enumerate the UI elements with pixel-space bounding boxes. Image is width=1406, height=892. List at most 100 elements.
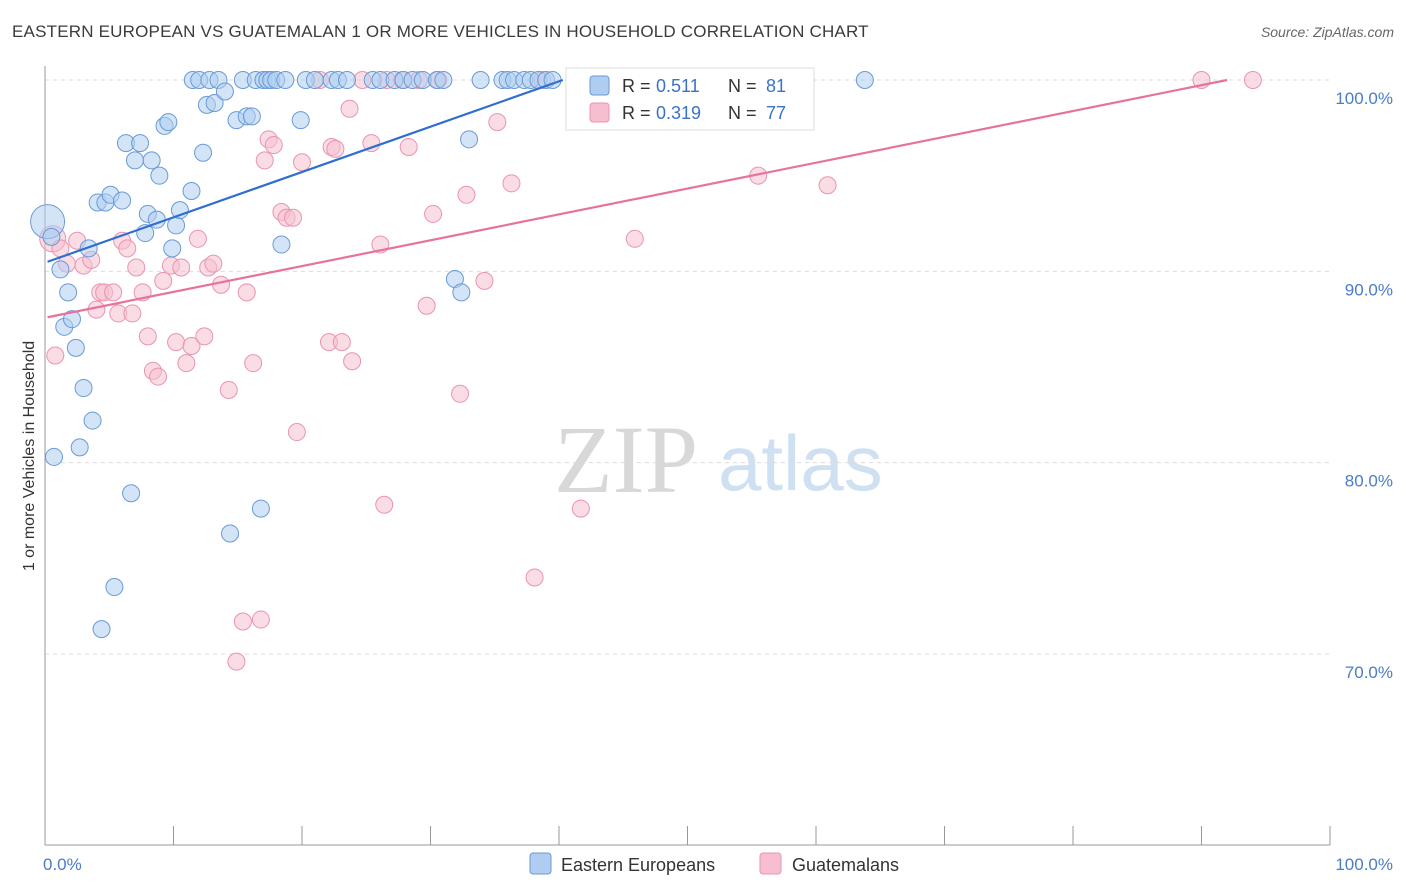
eastern-europeans-point bbox=[205, 93, 224, 112]
legend-r-value-pink: 0.319 bbox=[656, 103, 701, 123]
guatemalans-point bbox=[399, 137, 418, 156]
eastern-europeans-point bbox=[113, 191, 132, 210]
watermark: ZIP atlas bbox=[554, 406, 883, 513]
guatemalans-point bbox=[362, 134, 381, 153]
eastern-europeans-point bbox=[305, 71, 324, 89]
eastern-europeans-point bbox=[221, 524, 240, 543]
guatemalans-point bbox=[127, 258, 146, 277]
eastern-europeans-point bbox=[272, 235, 291, 254]
x-tick-label-min: 0.0% bbox=[43, 855, 82, 874]
eastern-europeans-point bbox=[105, 578, 124, 597]
eastern-europeans-point bbox=[62, 310, 81, 329]
eastern-europeans-point bbox=[51, 260, 70, 279]
guatemalans-point bbox=[177, 354, 196, 373]
eastern-europeans-point bbox=[242, 107, 261, 126]
eastern-europeans-point bbox=[337, 71, 356, 89]
guatemalans-point bbox=[287, 423, 306, 442]
eastern-europeans-point bbox=[291, 111, 310, 130]
eastern-europeans-point bbox=[434, 71, 453, 89]
legend-n-label-pink: N = bbox=[728, 103, 762, 123]
guatemalans-point bbox=[182, 336, 201, 355]
guatemalans-point bbox=[502, 174, 521, 193]
guatemalans-point bbox=[343, 352, 362, 371]
guatemalans-point bbox=[167, 333, 186, 352]
legend-swatch-blue bbox=[589, 75, 610, 96]
guatemalans-point bbox=[104, 283, 123, 302]
y-tick-labels: 70.0% 80.0% 90.0% 100.0% bbox=[1335, 89, 1393, 682]
series-swatch-guatemalans bbox=[759, 852, 782, 875]
eastern-europeans-point bbox=[276, 71, 295, 89]
guatemalans-point bbox=[195, 327, 214, 346]
guatemalans-point bbox=[188, 229, 207, 248]
eastern-europeans-point bbox=[159, 113, 178, 132]
eastern-europeans-point bbox=[59, 283, 78, 302]
guatemalans-point bbox=[571, 499, 590, 518]
y-axis-label: 1 or more Vehicles in Household bbox=[21, 341, 38, 571]
eastern-europeans-point bbox=[131, 134, 150, 153]
eastern-europeans-trend-line bbox=[47, 78, 564, 263]
eastern-europeans-point bbox=[142, 151, 161, 170]
guatemalans-point bbox=[293, 153, 311, 172]
guatemalans-point bbox=[375, 495, 394, 514]
eastern-europeans-point bbox=[83, 411, 102, 430]
guatemalans-point bbox=[237, 283, 256, 302]
legend-n-value-pink: 77 bbox=[766, 103, 786, 123]
eastern-europeans-point bbox=[42, 227, 61, 246]
guatemalans-trend-line bbox=[47, 78, 1228, 319]
guatemalans-point bbox=[340, 99, 359, 118]
eastern-europeans-point bbox=[66, 338, 85, 357]
x-tick-labels: 0.0% 100.0% bbox=[43, 855, 1393, 874]
series-label-eastern-europeans: Eastern Europeans bbox=[561, 855, 715, 875]
guatemalans-point bbox=[525, 568, 544, 587]
guatemalans-points bbox=[39, 71, 1262, 671]
axes bbox=[44, 66, 1331, 846]
guatemalans-point bbox=[212, 275, 231, 294]
legend-n-label-blue: N = bbox=[728, 76, 762, 96]
y-tick-label: 90.0% bbox=[1345, 280, 1393, 299]
guatemalans-point bbox=[326, 139, 345, 158]
eastern-europeans-point bbox=[251, 499, 270, 518]
guatemalans-point bbox=[123, 304, 142, 323]
eastern-europeans-points bbox=[30, 71, 874, 639]
guatemalans-point bbox=[138, 327, 157, 346]
guatemalans-point bbox=[424, 204, 443, 223]
source-credit: Source: ZipAtlas.com bbox=[1260, 24, 1394, 40]
guatemalans-point bbox=[488, 113, 507, 132]
stats-legend: R = 0.511 N = 81 R = 0.319 N = 77 bbox=[565, 67, 815, 131]
eastern-europeans-point bbox=[70, 438, 89, 457]
eastern-europeans-point bbox=[122, 484, 141, 503]
eastern-europeans-point bbox=[194, 143, 213, 162]
guatemalans-point bbox=[625, 229, 644, 248]
legend-swatch-pink bbox=[589, 102, 610, 123]
guatemalans-point bbox=[149, 367, 168, 386]
guatemalans-point bbox=[219, 380, 238, 399]
y-tick-label: 80.0% bbox=[1345, 472, 1393, 491]
eastern-europeans-point bbox=[855, 71, 874, 89]
guatemalans-point bbox=[46, 346, 65, 365]
guatemalans-point bbox=[264, 136, 283, 155]
guatemalans-point bbox=[154, 271, 173, 290]
x-tick-label-max: 100.0% bbox=[1335, 855, 1393, 874]
guatemalans-point bbox=[244, 354, 263, 373]
legend-r-label-blue: R = bbox=[622, 76, 656, 96]
guatemalans-point bbox=[227, 652, 246, 671]
y-tick-label: 70.0% bbox=[1345, 663, 1393, 682]
gridlines bbox=[45, 79, 1330, 655]
eastern-europeans-point bbox=[452, 283, 471, 302]
guatemalans-point bbox=[1243, 71, 1262, 89]
chart-title: EASTERN EUROPEAN VS GUATEMALAN 1 OR MORE… bbox=[12, 22, 869, 41]
trend-lines bbox=[47, 78, 1228, 319]
eastern-europeans-point bbox=[163, 239, 182, 258]
series-swatch-eastern-europeans bbox=[529, 852, 552, 875]
guatemalans-point bbox=[172, 258, 191, 277]
eastern-europeans-point bbox=[460, 130, 479, 149]
guatemalans-point bbox=[818, 176, 837, 195]
eastern-europeans-point bbox=[471, 71, 490, 89]
watermark-zip: ZIP bbox=[554, 406, 698, 513]
guatemalans-point bbox=[451, 384, 470, 403]
guatemalans-point bbox=[417, 296, 436, 315]
legend-r-label-pink: R = bbox=[622, 103, 656, 123]
eastern-europeans-point bbox=[125, 151, 144, 170]
guatemalans-point bbox=[251, 610, 270, 629]
